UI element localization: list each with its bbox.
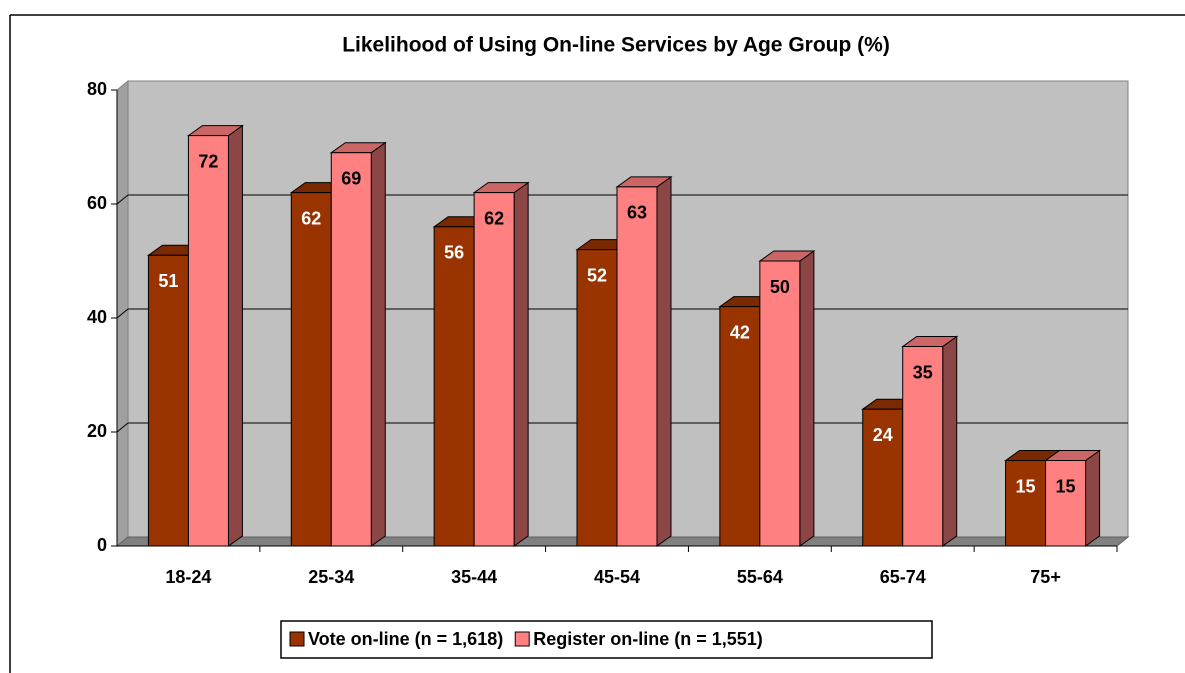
bar bbox=[433, 226, 475, 547]
data-label: 42 bbox=[730, 322, 750, 342]
bar bbox=[616, 186, 658, 547]
grid-line-side bbox=[116, 422, 129, 433]
bar bbox=[862, 408, 904, 547]
y-tick-label: 40 bbox=[87, 307, 107, 327]
data-label: 50 bbox=[770, 277, 790, 297]
data-label: 51 bbox=[158, 271, 178, 291]
bar-side bbox=[227, 124, 243, 547]
bar bbox=[147, 254, 189, 547]
y-tick-label: 20 bbox=[87, 421, 107, 441]
y-tick-label: 80 bbox=[87, 79, 107, 99]
data-label: 62 bbox=[301, 208, 321, 228]
grid-line-side bbox=[116, 308, 129, 319]
bar bbox=[290, 192, 332, 547]
bar bbox=[1005, 460, 1047, 547]
data-label: 35 bbox=[913, 362, 933, 382]
grid-line-side bbox=[116, 194, 129, 205]
x-tick-label: 55-64 bbox=[737, 567, 783, 587]
bar-side bbox=[370, 141, 386, 547]
bar bbox=[1045, 460, 1087, 547]
x-tick-label: 35-44 bbox=[451, 567, 497, 587]
data-label: 62 bbox=[484, 208, 504, 228]
data-label: 72 bbox=[198, 151, 218, 171]
legend-label: Vote on-line (n = 1,618) bbox=[308, 629, 503, 649]
data-label: 52 bbox=[587, 265, 607, 285]
bar-side bbox=[799, 250, 815, 547]
bar bbox=[473, 192, 515, 547]
data-label: 56 bbox=[444, 243, 464, 263]
bar-side bbox=[942, 335, 958, 547]
chart-title: Likelihood of Using On-line Services by … bbox=[342, 34, 890, 57]
bar bbox=[902, 346, 944, 547]
legend-label: Register on-line (n = 1,551) bbox=[533, 629, 763, 649]
y-tick-label: 0 bbox=[97, 535, 107, 555]
y-tick-label: 60 bbox=[87, 193, 107, 213]
x-tick-label: 45-54 bbox=[594, 567, 640, 587]
x-tick-label: 65-74 bbox=[880, 567, 926, 587]
data-label: 63 bbox=[627, 203, 647, 223]
data-label: 15 bbox=[1016, 476, 1036, 496]
data-label: 24 bbox=[873, 425, 893, 445]
data-label: 15 bbox=[1056, 476, 1076, 496]
bar-side bbox=[1085, 449, 1101, 547]
x-tick-label: 25-34 bbox=[308, 567, 354, 587]
bar bbox=[187, 135, 229, 547]
bar-side bbox=[656, 175, 672, 547]
bar-side bbox=[513, 181, 529, 547]
legend-swatch bbox=[514, 631, 530, 647]
bar bbox=[759, 260, 801, 547]
data-label: 69 bbox=[341, 168, 361, 188]
bar bbox=[719, 306, 761, 547]
legend-swatch bbox=[289, 631, 305, 647]
x-tick-label: 75+ bbox=[1030, 567, 1061, 587]
x-tick-label: 18-24 bbox=[165, 567, 211, 587]
legend-box bbox=[280, 620, 933, 659]
bar bbox=[330, 152, 372, 547]
bar bbox=[576, 249, 618, 547]
